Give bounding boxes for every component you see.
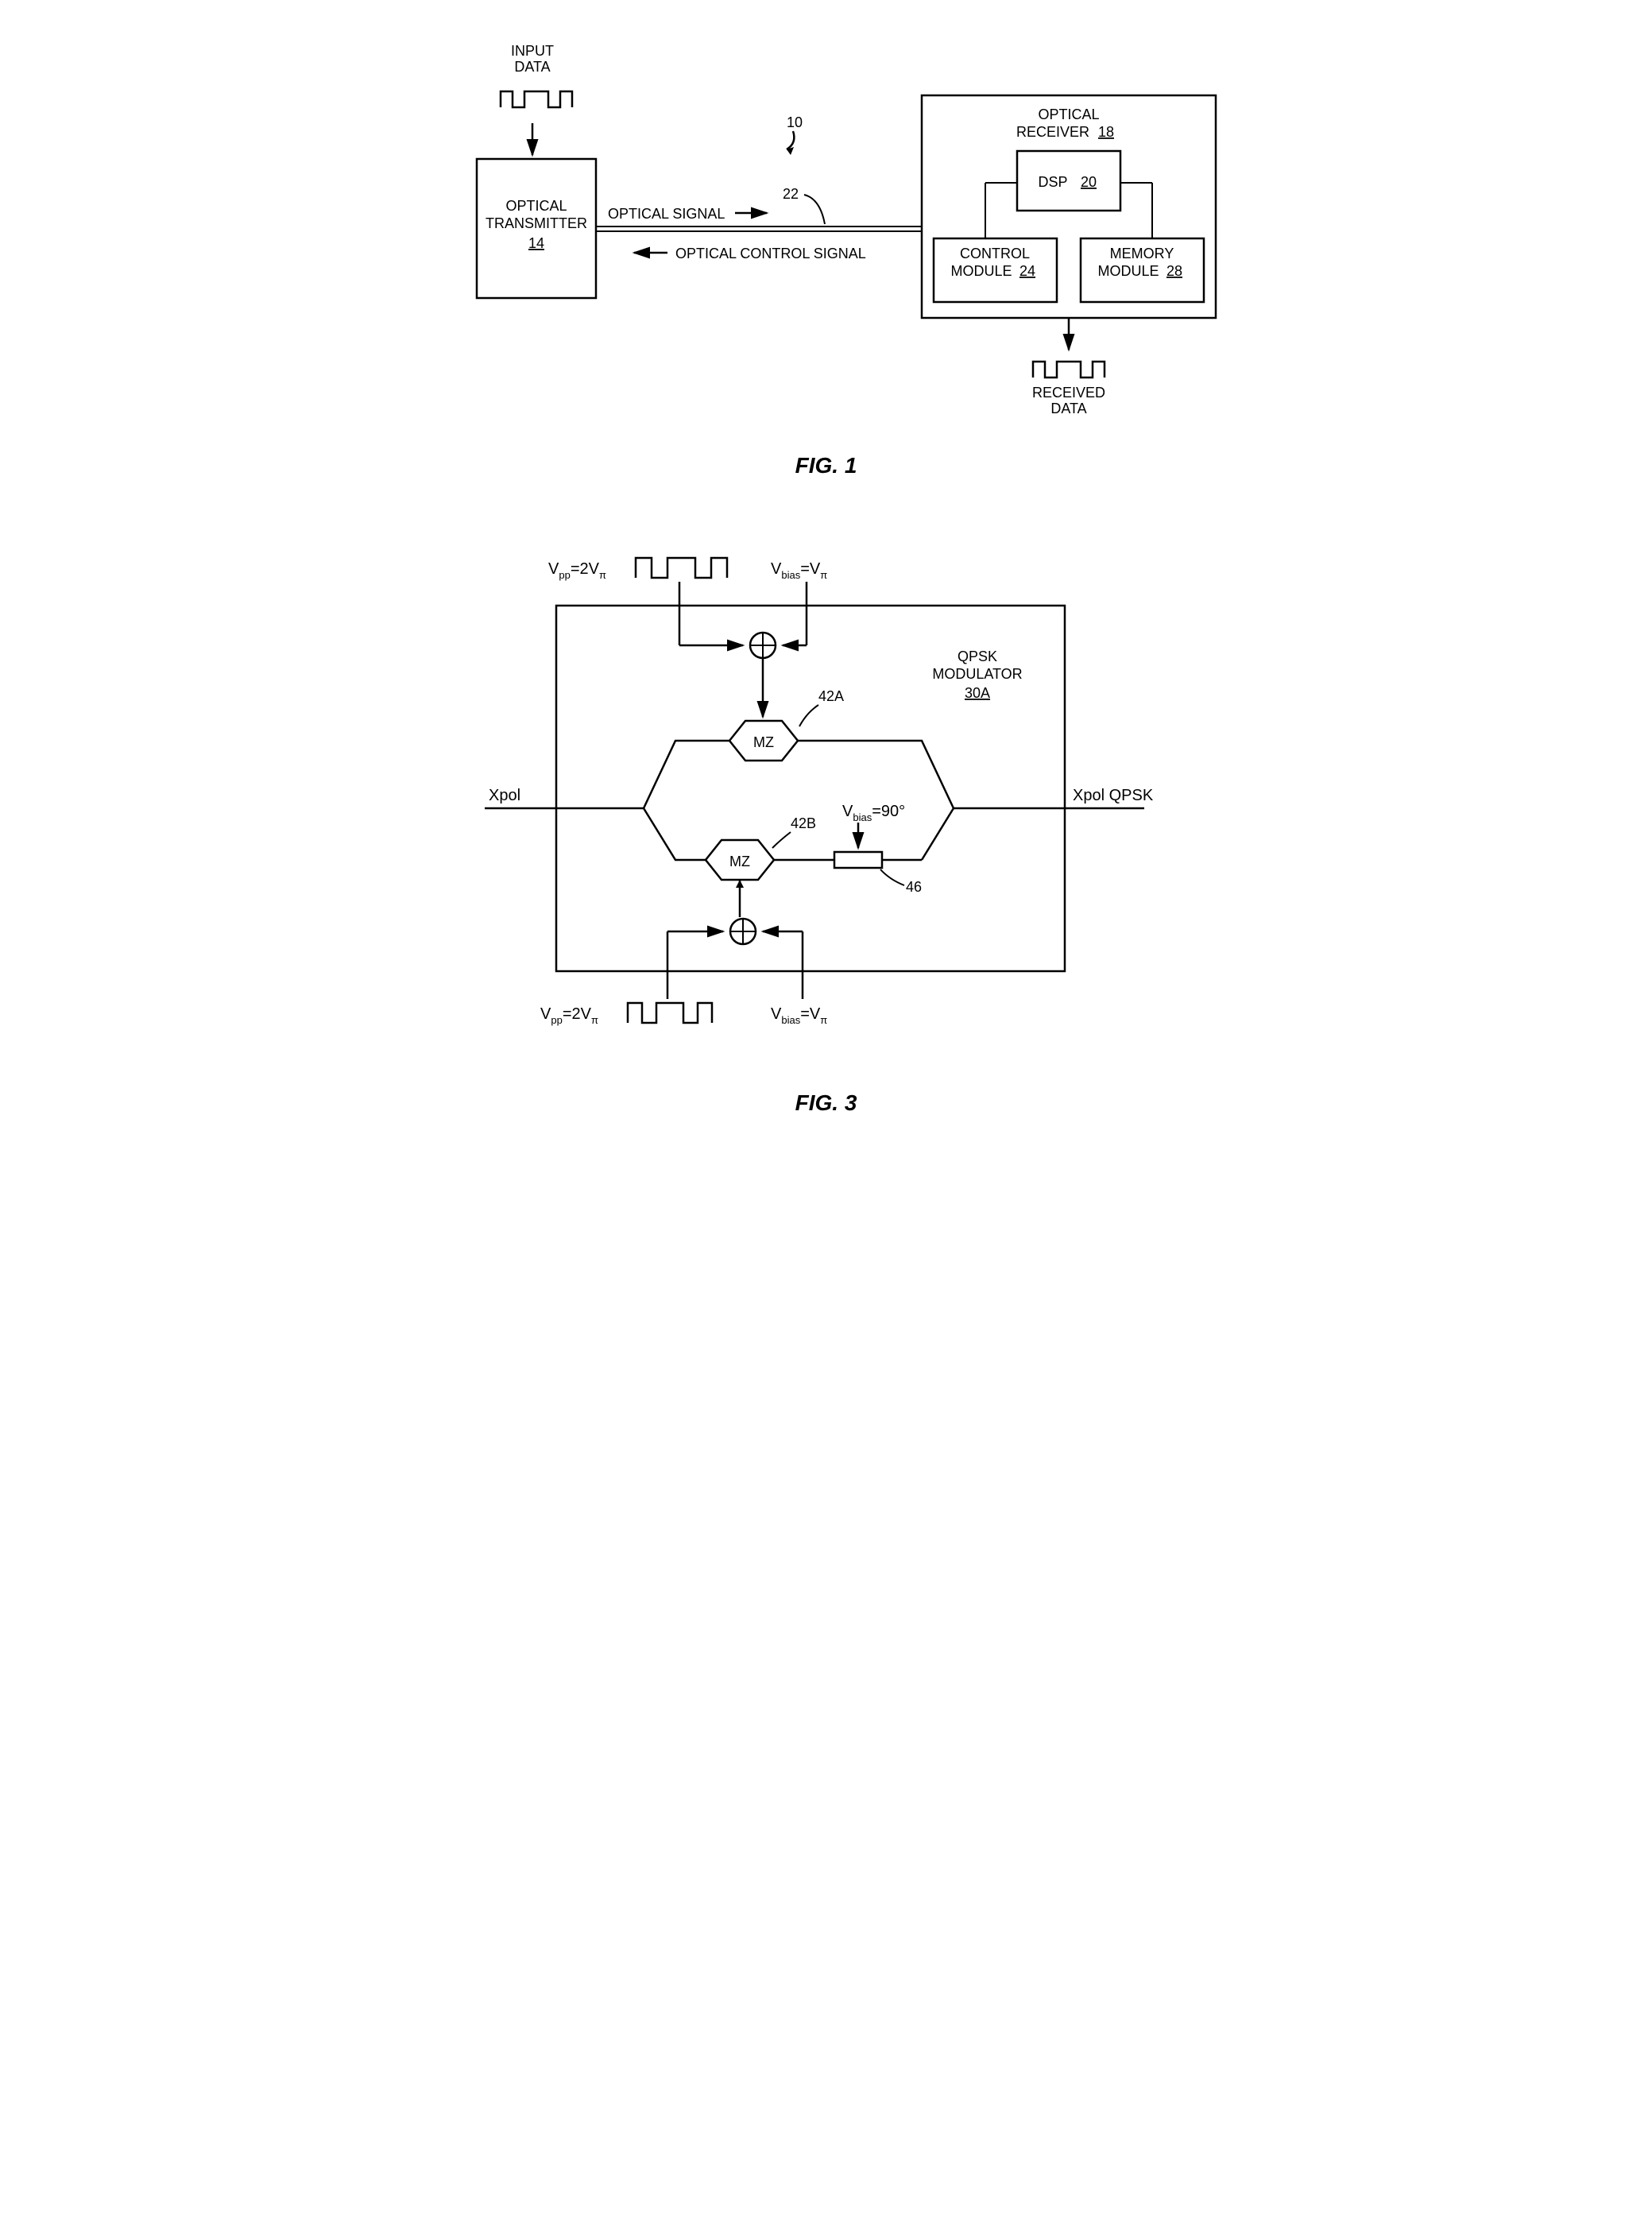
input-waveform bbox=[501, 91, 572, 107]
mem-num: 28 bbox=[1166, 263, 1182, 279]
dsp-box bbox=[1017, 151, 1120, 211]
vbias-top-label: Vbias=Vπ bbox=[771, 560, 827, 581]
xpol-in-label: Xpol bbox=[489, 787, 520, 804]
ref-42a: 42A bbox=[818, 688, 844, 704]
mem-label2: MODULE bbox=[1097, 263, 1159, 279]
dsp-num: 20 bbox=[1080, 174, 1096, 190]
split-bot bbox=[644, 808, 706, 860]
split-top bbox=[644, 741, 729, 808]
bot-combine bbox=[922, 808, 954, 860]
mz-top-label: MZ bbox=[753, 734, 774, 750]
fig3-caption: FIG. 3 bbox=[429, 1090, 1224, 1116]
top-branch-out bbox=[798, 741, 954, 808]
bot-waveform bbox=[628, 1003, 712, 1023]
output-waveform bbox=[1033, 362, 1105, 378]
ctrl-num: 24 bbox=[1019, 263, 1035, 279]
mz-bot-label: MZ bbox=[729, 854, 750, 869]
phase-box bbox=[834, 852, 882, 868]
ref-10-swoosh bbox=[787, 131, 794, 149]
vpp-top-label: Vpp=2Vπ bbox=[548, 560, 606, 581]
ctrl-label2: MODULE bbox=[950, 263, 1012, 279]
ref-46: 46 bbox=[906, 879, 922, 895]
qpsk-label2: MODULATOR bbox=[932, 666, 1022, 682]
fig3-svg: Vpp=2Vπ Vbias=Vπ QPSK MODULATOR 30A 42A … bbox=[429, 526, 1224, 1082]
ref-46-hook bbox=[880, 869, 904, 885]
opt-signal-label: OPTICAL SIGNAL bbox=[608, 206, 725, 222]
out-label2: DATA bbox=[1050, 401, 1086, 416]
rx-num: 18 bbox=[1097, 124, 1113, 140]
ref-42b-hook bbox=[772, 832, 791, 848]
qpsk-num: 30A bbox=[964, 685, 989, 701]
ref-10: 10 bbox=[787, 114, 803, 130]
ref-22: 22 bbox=[783, 186, 799, 202]
ref-42a-hook bbox=[799, 705, 818, 726]
vpp-bot-label: Vpp=2Vπ bbox=[540, 1005, 598, 1026]
top-waveform bbox=[636, 558, 727, 578]
qpsk-label1: QPSK bbox=[957, 649, 996, 664]
dsp-label: DSP bbox=[1038, 174, 1067, 190]
vbias-bot-label: Vbias=Vπ bbox=[771, 1005, 827, 1026]
tx-label2: TRANSMITTER bbox=[486, 215, 587, 231]
tx-num: 14 bbox=[528, 235, 544, 251]
ref-22-hook bbox=[804, 195, 825, 224]
out-label1: RECEIVED bbox=[1031, 385, 1105, 401]
opt-ctrl-label: OPTICAL CONTROL SIGNAL bbox=[675, 246, 866, 261]
mem-label1: MEMORY bbox=[1109, 246, 1174, 261]
input-label: INPUT bbox=[511, 43, 554, 59]
fig1-caption: FIG. 1 bbox=[429, 453, 1224, 478]
tx-label1: OPTICAL bbox=[505, 198, 567, 214]
rx-title2: RECEIVER bbox=[1016, 124, 1089, 140]
vbias90-label: Vbias=90° bbox=[842, 803, 905, 823]
input-label2: DATA bbox=[514, 59, 550, 75]
rx-title1: OPTICAL bbox=[1038, 106, 1099, 122]
ref-42b: 42B bbox=[791, 815, 816, 831]
fig1-svg: INPUT DATA OPTICAL TRANSMITTER 14 OPTICA… bbox=[429, 32, 1224, 445]
xpol-out-label: Xpol QPSK bbox=[1073, 787, 1154, 804]
ctrl-label1: CONTROL bbox=[959, 246, 1029, 261]
